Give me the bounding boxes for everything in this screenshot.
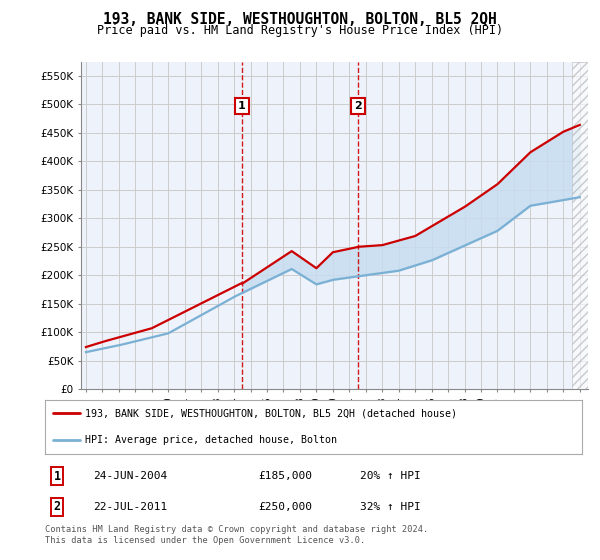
Text: Price paid vs. HM Land Registry's House Price Index (HPI): Price paid vs. HM Land Registry's House … [97, 24, 503, 37]
Text: 20% ↑ HPI: 20% ↑ HPI [360, 471, 421, 481]
Text: 32% ↑ HPI: 32% ↑ HPI [360, 502, 421, 512]
Text: 1: 1 [53, 469, 61, 483]
Text: £250,000: £250,000 [258, 502, 312, 512]
Text: 193, BANK SIDE, WESTHOUGHTON, BOLTON, BL5 2QH: 193, BANK SIDE, WESTHOUGHTON, BOLTON, BL… [103, 12, 497, 27]
Text: £185,000: £185,000 [258, 471, 312, 481]
Text: 193, BANK SIDE, WESTHOUGHTON, BOLTON, BL5 2QH (detached house): 193, BANK SIDE, WESTHOUGHTON, BOLTON, BL… [85, 408, 457, 418]
Polygon shape [572, 62, 588, 389]
Text: 2: 2 [355, 101, 362, 111]
Text: Contains HM Land Registry data © Crown copyright and database right 2024.
This d: Contains HM Land Registry data © Crown c… [45, 525, 428, 545]
Text: 22-JUL-2011: 22-JUL-2011 [93, 502, 167, 512]
Text: 24-JUN-2004: 24-JUN-2004 [93, 471, 167, 481]
Text: HPI: Average price, detached house, Bolton: HPI: Average price, detached house, Bolt… [85, 435, 337, 445]
Text: 1: 1 [238, 101, 246, 111]
Text: 2: 2 [53, 500, 61, 514]
